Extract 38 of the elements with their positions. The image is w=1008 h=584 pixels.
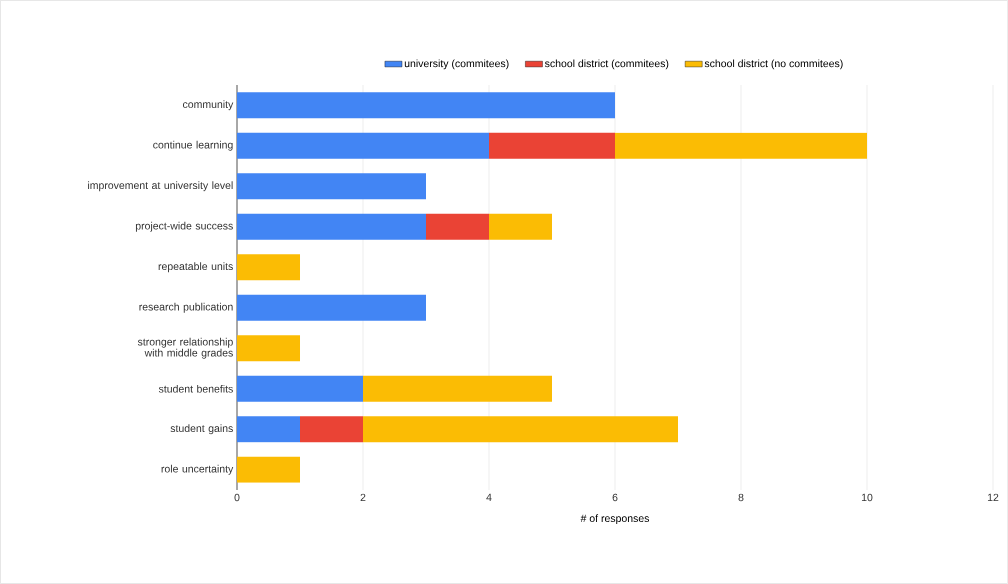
- bar: [426, 213, 489, 240]
- bar: [237, 335, 301, 362]
- x-tick-label: 2: [360, 493, 366, 502]
- legend-label: school district (no commitees): [704, 59, 843, 70]
- legend-label: university (commitees): [404, 59, 509, 70]
- x-tick-label: 10: [861, 493, 873, 502]
- bar: [363, 375, 553, 402]
- bar: [237, 213, 426, 240]
- y-tick-label: stronger relationship with middle grades: [137, 337, 233, 359]
- bar: [615, 132, 868, 159]
- legend-label: school district (commitees): [544, 59, 669, 70]
- bar: [237, 416, 301, 443]
- y-tick-label: improvement at university level: [88, 181, 233, 192]
- y-tick-label: community: [182, 100, 234, 111]
- x-tick-label: 4: [486, 493, 492, 501]
- bar: [489, 132, 616, 159]
- bar: [363, 416, 679, 443]
- x-axis-title: # of responses: [580, 514, 650, 525]
- bar: [237, 254, 301, 281]
- y-tick-label: research publication: [139, 302, 233, 313]
- bar: [237, 456, 301, 483]
- bar: [237, 92, 616, 119]
- bar: [237, 294, 426, 321]
- bar: [237, 375, 364, 402]
- y-tick-label: project-wide success: [135, 221, 233, 232]
- y-tick-label: continue learning: [153, 140, 233, 151]
- y-tick-label: role uncertainty: [161, 464, 234, 475]
- x-tick-label: 0: [234, 493, 240, 502]
- y-tick-label: repeatable units: [158, 262, 233, 273]
- bar: [300, 416, 364, 443]
- y-tick-label: student benefits: [158, 384, 233, 393]
- x-tick-label: 8: [738, 493, 744, 502]
- bar: [489, 213, 553, 240]
- y-tick-label: student gains: [170, 424, 233, 435]
- bar: [237, 132, 489, 159]
- x-tick-label: 12: [987, 493, 999, 502]
- bar: [237, 173, 426, 200]
- x-tick-label: 6: [612, 493, 618, 502]
